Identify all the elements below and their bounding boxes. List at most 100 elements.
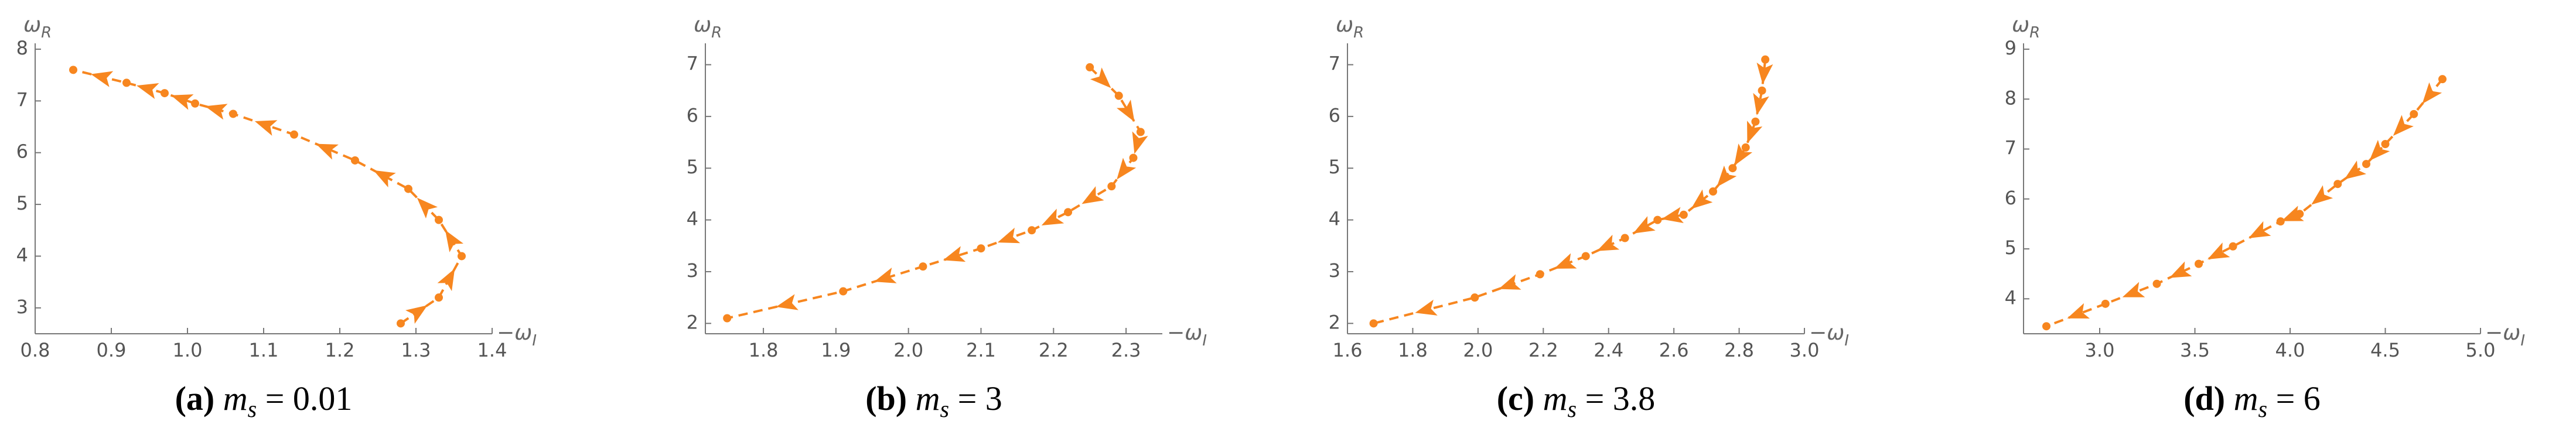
arrow	[2344, 160, 2367, 180]
y-label-base: ω	[2012, 13, 2029, 37]
x-tick-label: 3.5	[2180, 339, 2210, 361]
point	[1470, 293, 1479, 302]
x-tick-label: 4.5	[2370, 339, 2400, 361]
y-tick-label: 6	[16, 141, 28, 163]
x-tick-label: 2.6	[1659, 339, 1689, 361]
caption-var: m	[1543, 379, 1568, 417]
y-tick-label: 4	[687, 208, 698, 230]
arrow	[1498, 274, 1521, 290]
x-tick-label: 1.3	[401, 339, 431, 361]
x-axis-label: −ωI	[1809, 321, 1849, 350]
arrow	[205, 104, 228, 120]
point	[839, 287, 848, 296]
y-label-sub: R	[711, 24, 722, 42]
arrow	[2248, 221, 2271, 238]
y-label-base: ω	[694, 13, 711, 37]
x-label-base: −ω	[2485, 321, 2520, 345]
caption-sub: s	[2258, 396, 2267, 422]
arrow	[2169, 261, 2192, 278]
point	[229, 109, 237, 118]
arrow	[1117, 158, 1137, 180]
caption-eq: = 0.01	[257, 379, 352, 417]
point	[122, 78, 131, 87]
x-axis-label: −ωI	[1167, 321, 1207, 350]
caption-tag: (a)	[175, 379, 215, 417]
caption: (a) ms = 0.01	[175, 379, 353, 422]
point	[1086, 63, 1094, 71]
point	[2276, 217, 2285, 226]
point	[2229, 242, 2237, 251]
x-tick-label: 2.2	[1039, 339, 1069, 361]
arrow	[1691, 189, 1713, 209]
x-tick-label: 4.0	[2275, 339, 2305, 361]
arrow	[1633, 216, 1656, 234]
point	[1114, 91, 1123, 100]
x-tick-label: 1.9	[821, 339, 851, 361]
y-label-sub: R	[41, 24, 52, 42]
y-label-sub: R	[2029, 24, 2040, 42]
point	[1709, 187, 1717, 196]
x-tick-label: 2.0	[893, 339, 923, 361]
x-tick-label: 1.8	[1398, 339, 1428, 361]
y-tick-label: 6	[687, 104, 698, 126]
y-tick-label: 5	[2005, 237, 2017, 259]
point	[1129, 153, 1138, 162]
point	[2042, 322, 2050, 331]
arrow	[437, 268, 455, 292]
y-tick-label: 7	[687, 53, 698, 75]
x-tick-label: 2.0	[1463, 339, 1493, 361]
point	[397, 319, 405, 328]
x-axis-label: −ωI	[497, 321, 537, 350]
arrow	[1747, 121, 1763, 143]
arrow	[137, 83, 159, 100]
arrow	[2422, 82, 2442, 104]
x-tick-label: 1.0	[173, 339, 203, 361]
y-tick-label: 3	[1329, 259, 1340, 282]
point	[404, 184, 412, 193]
point	[977, 244, 985, 253]
arrow	[997, 227, 1021, 244]
x-tick-label: 2.4	[1594, 339, 1623, 361]
arrow	[1661, 207, 1684, 224]
y-tick-label: 4	[16, 244, 28, 266]
point	[2195, 259, 2203, 268]
arrow	[776, 294, 799, 310]
x-tick-label: 1.4	[477, 339, 507, 361]
point	[161, 89, 169, 98]
point	[1653, 215, 1662, 224]
y-label-base: ω	[1336, 13, 1353, 37]
x-tick-label: 0.9	[97, 339, 127, 361]
point	[1581, 252, 1590, 261]
x-tick-label: 3.0	[2085, 339, 2115, 361]
point	[1028, 226, 1036, 235]
caption-tag: (c)	[1497, 379, 1534, 417]
point	[1741, 143, 1750, 152]
x-label-sub: I	[2520, 332, 2525, 350]
y-axis-label: ωR	[2012, 13, 2040, 42]
y-tick-label: 5	[1329, 156, 1340, 178]
point	[2410, 109, 2418, 118]
caption-tag: (b)	[865, 379, 907, 417]
caption: (d) ms = 6	[2183, 379, 2321, 422]
arrow	[1596, 234, 1620, 251]
arrow	[170, 94, 194, 110]
point	[2333, 180, 2342, 189]
point	[1761, 55, 1770, 64]
x-label-sub: I	[532, 332, 537, 350]
arrow	[417, 197, 438, 219]
y-tick-label: 6	[2005, 187, 2017, 209]
caption-eq: = 6	[2267, 379, 2321, 417]
x-tick-label: 5.0	[2466, 339, 2496, 361]
caption-eq: = 3.8	[1577, 379, 1655, 417]
point	[1107, 182, 1116, 191]
y-tick-label: 3	[16, 296, 28, 318]
point	[2295, 210, 2304, 218]
arrow	[445, 230, 464, 252]
arrow	[1132, 131, 1148, 154]
point	[723, 314, 732, 323]
arrow	[1554, 253, 1577, 269]
point	[290, 130, 298, 139]
x-label-sub: I	[1202, 332, 1207, 350]
